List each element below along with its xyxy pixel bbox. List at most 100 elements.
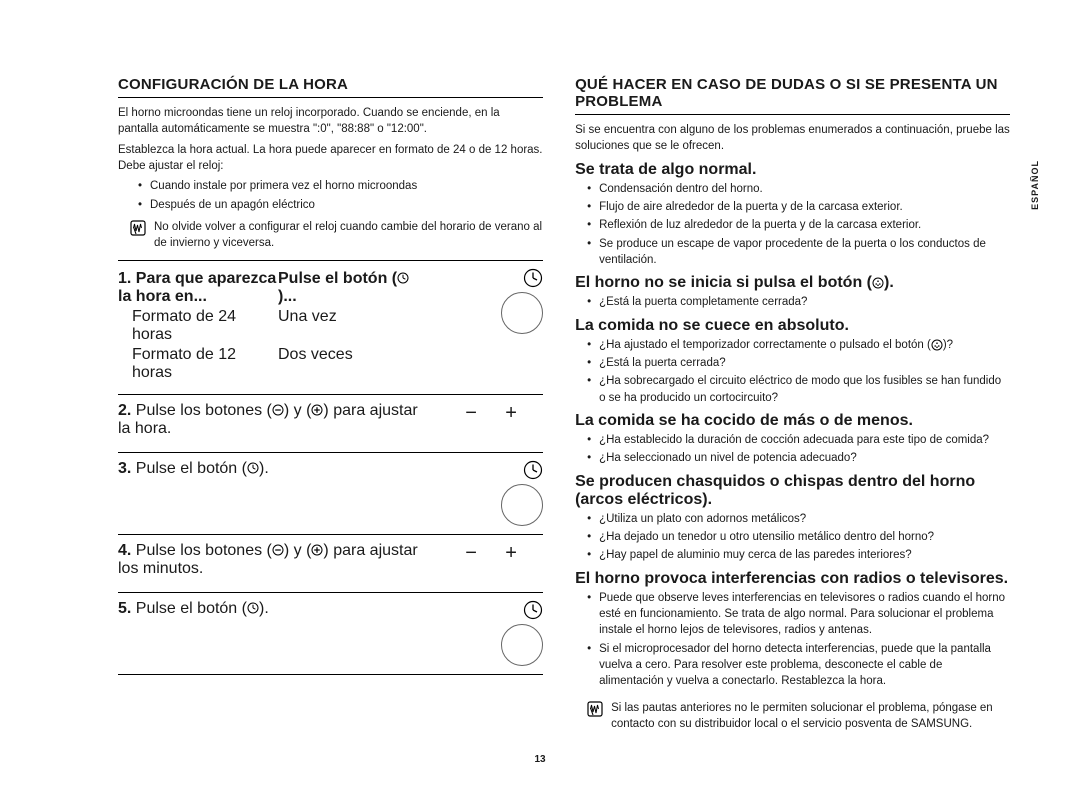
step-3-text: 3. Pulse el botón ().: [118, 460, 429, 478]
plus-icon: [311, 404, 323, 416]
note-row: No olvide volver a configurar el reloj c…: [130, 219, 543, 252]
list-item-text: ¿Ha ajustado el temporizador correctamen…: [599, 339, 931, 351]
clock-icon: [523, 460, 543, 480]
note-text: No olvide volver a configurar el reloj c…: [154, 219, 543, 252]
step-4-text: 4. Pulse los botones () y () para ajusta…: [118, 542, 429, 578]
problem-list: ¿Ha establecido la duración de cocción a…: [587, 432, 1010, 467]
step-text: Pulse el botón (: [136, 600, 247, 617]
list-item-text: )?: [943, 339, 953, 351]
table-col2-hdr-suffix: )...: [278, 288, 297, 305]
list-item: Cuando instale por primera vez el horno …: [138, 178, 543, 194]
step-2: 2. Pulse los botones () y () para ajusta…: [118, 394, 543, 452]
step-5-text: 5. Pulse el botón ().: [118, 600, 429, 618]
step-num: 4.: [118, 542, 131, 559]
list-item: ¿Ha dejado un tenedor u otro utensilio m…: [587, 529, 1010, 545]
problem-list: ¿Ha ajustado el temporizador correctamen…: [587, 337, 1010, 406]
plus-glyph: +: [501, 402, 521, 425]
problem-title-text: El horno no se inicia si pulsa el botón …: [575, 274, 872, 291]
language-side-label: ESPAÑOL: [1030, 160, 1040, 210]
step-5-visual: [439, 600, 543, 666]
step-3: 3. Pulse el botón ().: [118, 452, 543, 534]
problem-list: ¿Está la puerta completamente cerrada?: [587, 294, 1010, 310]
plus-icon: [311, 544, 323, 556]
clock-icon: [397, 272, 409, 284]
right-column: QUÉ HACER EN CASO DE DUDAS O SI SE PRESE…: [575, 76, 1010, 740]
problem-list: Condensación dentro del horno. Flujo de …: [587, 181, 1010, 269]
step-4: 4. Pulse los botones () y () para ajusta…: [118, 534, 543, 592]
start-icon: [872, 277, 884, 289]
list-item: ¿Ha seleccionado un nivel de potencia ad…: [587, 450, 1010, 466]
intro-paragraph-1: El horno microondas tiene un reloj incor…: [118, 105, 543, 138]
intro-right: Si se encuentra con alguno de los proble…: [575, 122, 1010, 155]
list-item: Reflexión de luz alrededor de la puerta …: [587, 217, 1010, 233]
table-cell: Formato de 12 horas: [118, 346, 278, 382]
problem-title: El horno provoca interferencias con radi…: [575, 570, 1010, 588]
clock-icon: [247, 602, 259, 614]
clock-icon: [523, 268, 543, 288]
problem-title: La comida se ha cocido de más o de menos…: [575, 412, 1010, 430]
list-item: ¿Hay papel de aluminio muy cerca de las …: [587, 547, 1010, 563]
table-col1-hdr: Para que aparezca la hora en...: [118, 270, 276, 305]
step-num: 3.: [118, 460, 131, 477]
table-col2-hdr: Pulse el botón (: [278, 270, 397, 287]
list-item: Flujo de aire alrededor de la puerta y d…: [587, 199, 1010, 215]
step-text: ).: [259, 460, 269, 477]
step-text: Pulse el botón (: [136, 460, 247, 477]
left-column: CONFIGURACIÓN DE LA HORA El horno microo…: [118, 76, 543, 740]
list-item: ¿Ha ajustado el temporizador correctamen…: [587, 337, 1010, 353]
step-num: 1.: [118, 270, 131, 287]
problem-title: Se trata de algo normal.: [575, 161, 1010, 179]
intro-paragraph-2: Establezca la hora actual. La hora puede…: [118, 142, 543, 175]
problem-title-text: ).: [884, 274, 894, 291]
minus-icon: [272, 544, 284, 556]
problem-list: Puede que observe leves interferencias e…: [587, 590, 1010, 690]
list-item: Si el microprocesador del horno detecta …: [587, 641, 1010, 690]
minus-glyph: −: [461, 542, 481, 565]
step-5: 5. Pulse el botón ().: [118, 592, 543, 675]
setup-bullets: Cuando instale por primera vez el horno …: [138, 178, 543, 213]
step-num: 5.: [118, 600, 131, 617]
plus-glyph: +: [501, 542, 521, 565]
note-row-right: Si las pautas anteriores no le permiten …: [587, 700, 1010, 733]
start-icon: [931, 339, 943, 351]
step-3-visual: [439, 460, 543, 526]
list-item: ¿Ha sobrecargado el circuito eléctrico d…: [587, 373, 1010, 406]
button-circle: [501, 624, 543, 666]
list-item: Puede que observe leves interferencias e…: [587, 590, 1010, 639]
note-text: Si las pautas anteriores no le permiten …: [611, 700, 1010, 733]
list-item: Condensación dentro del horno.: [587, 181, 1010, 197]
page-columns: CONFIGURACIÓN DE LA HORA El horno microo…: [118, 76, 1010, 740]
minus-icon: [272, 404, 284, 416]
step-text: ) y (: [284, 542, 312, 559]
note-icon: [587, 701, 603, 717]
problem-list: ¿Utiliza un plato con adornos metálicos?…: [587, 511, 1010, 564]
table-cell: Una vez: [278, 308, 418, 344]
list-item: ¿Está la puerta cerrada?: [587, 355, 1010, 371]
list-item: Se produce un escape de vapor procedente…: [587, 236, 1010, 269]
table-cell: Formato de 24 horas: [118, 308, 278, 344]
minus-glyph: −: [461, 402, 481, 425]
problem-title: Se producen chasquidos o chispas dentro …: [575, 473, 1010, 509]
list-item: ¿Está la puerta completamente cerrada?: [587, 294, 1010, 310]
note-icon: [130, 220, 146, 236]
step-text: ).: [259, 600, 269, 617]
step-2-text: 2. Pulse los botones () y () para ajusta…: [118, 402, 429, 438]
problem-title: El horno no se inicia si pulsa el botón …: [575, 274, 1010, 292]
list-item: ¿Ha establecido la duración de cocción a…: [587, 432, 1010, 448]
clock-icon: [247, 462, 259, 474]
step-2-visual: − +: [439, 402, 543, 425]
step-4-visual: − +: [439, 542, 543, 565]
step-text: Pulse los botones (: [136, 402, 272, 419]
step-1: 1. Para que aparezca la hora en... Pulse…: [118, 260, 543, 394]
list-item: ¿Utiliza un plato con adornos metálicos?: [587, 511, 1010, 527]
step-num: 2.: [118, 402, 131, 419]
button-circle: [501, 484, 543, 526]
step-text: Pulse los botones (: [136, 542, 272, 559]
clock-icon: [523, 600, 543, 620]
problem-title: La comida no se cuece en absoluto.: [575, 317, 1010, 335]
step-1-text: 1. Para que aparezca la hora en... Pulse…: [118, 268, 429, 386]
step-1-visual: [439, 268, 543, 334]
step-text: ) y (: [284, 402, 312, 419]
button-circle: [501, 292, 543, 334]
heading-troubleshoot: QUÉ HACER EN CASO DE DUDAS O SI SE PRESE…: [575, 76, 1010, 115]
